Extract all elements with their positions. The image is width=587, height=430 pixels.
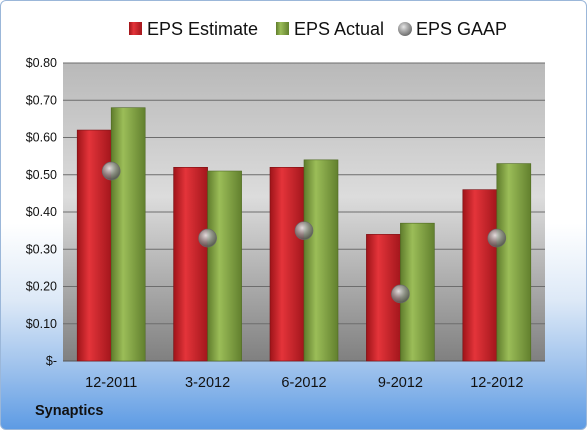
bar-eps-estimate <box>76 129 112 362</box>
legend-swatch <box>129 22 142 35</box>
bar-eps-estimate <box>173 167 208 362</box>
x-tick-label: 3-2012 <box>185 375 230 391</box>
x-tick-label: 6-2012 <box>281 375 326 391</box>
legend-swatch <box>276 22 289 35</box>
legend-eps-gaap: EPS GAAP <box>398 19 507 39</box>
y-tick-label: $0.50 <box>26 168 57 182</box>
legend-eps-actual: EPS Actual <box>276 19 384 39</box>
bar-eps-actual <box>207 170 242 362</box>
legend-swatch <box>398 22 412 36</box>
marker-eps-gaap <box>294 221 314 240</box>
y-tick-label: $0.60 <box>26 131 57 145</box>
marker-eps-gaap <box>101 161 121 181</box>
bar-eps-actual <box>496 163 532 362</box>
y-tick-label: $0.70 <box>26 93 57 107</box>
legend-label: EPS GAAP <box>416 19 507 39</box>
y-tick-label: $- <box>46 354 57 368</box>
marker-eps-gaap <box>487 228 507 248</box>
marker-eps-gaap <box>198 228 217 248</box>
legend-eps-estimate: EPS Estimate <box>129 19 258 39</box>
y-tick-label: $0.40 <box>26 205 57 219</box>
y-axis: $- $0.10 $0.20 $0.30 $0.40 $0.50 $0.60 $0.70 $0.… <box>26 56 545 368</box>
x-axis: 12-2011 3-2012 6-2012 9-2012 12-2012 <box>85 375 523 391</box>
legend: EPS Estimate EPS Actual EPS GAAP <box>129 19 507 39</box>
bar-eps-estimate <box>269 167 305 362</box>
legend-label: EPS Estimate <box>147 19 258 39</box>
y-tick-label: $0.10 <box>26 317 57 331</box>
bar-eps-actual <box>110 107 146 362</box>
gaap-markers <box>101 161 507 304</box>
bar-eps-actual <box>303 159 339 362</box>
marker-eps-gaap <box>391 284 410 304</box>
bar-eps-estimate <box>462 189 498 362</box>
bars <box>76 107 532 362</box>
y-tick-label: $0.30 <box>26 242 57 256</box>
y-tick-label: $0.80 <box>26 56 57 70</box>
y-tick-label: $0.20 <box>26 280 57 294</box>
x-tick-label: 12-2012 <box>470 375 523 391</box>
company-label: Synaptics <box>35 403 104 419</box>
x-tick-label: 9-2012 <box>378 375 423 391</box>
x-tick-label: 12-2011 <box>85 375 137 391</box>
legend-label: EPS Actual <box>294 19 384 39</box>
